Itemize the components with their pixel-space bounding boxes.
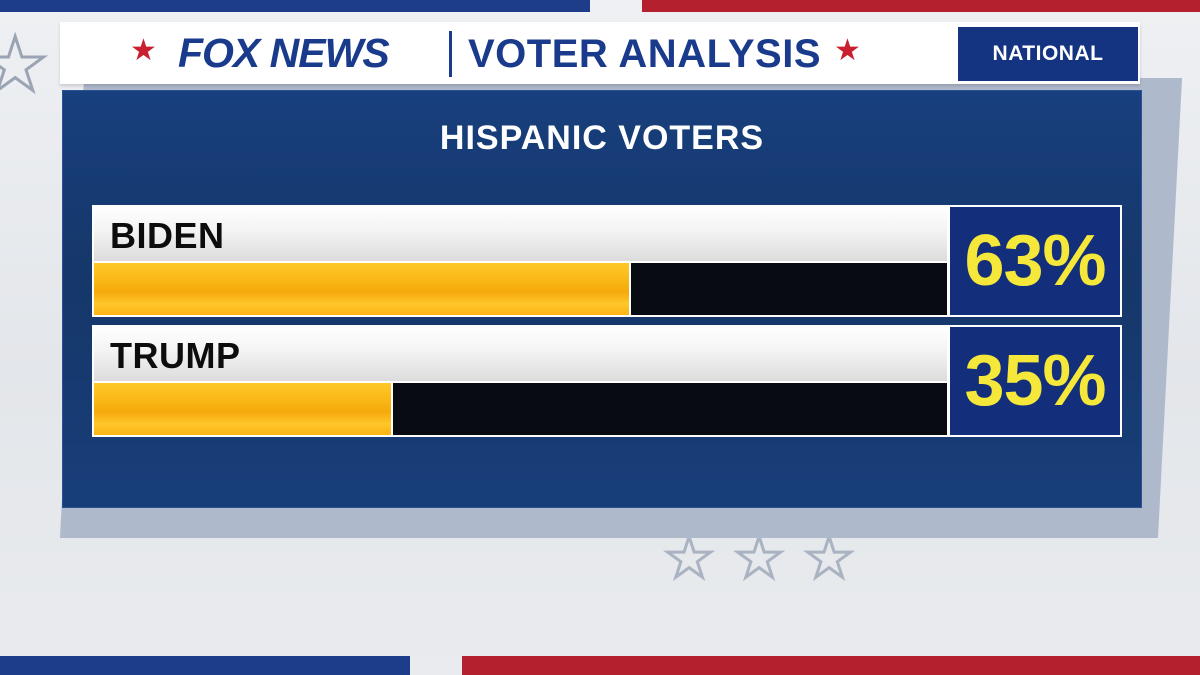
category-label-trump: TRUMP [110, 335, 241, 376]
bar-fill-biden [94, 263, 632, 315]
name-strip: BIDEN [94, 207, 947, 261]
data-label-trump: 35% [964, 341, 1106, 421]
percent-box: 63% [948, 205, 1122, 317]
bar-row-body: BIDEN [92, 205, 949, 317]
decorative-star-icon: ★ [0, 23, 50, 106]
header-bar: ★ FOX NEWS VOTER ANALYSIS ★ NATIONAL [60, 22, 1140, 84]
decorative-star-icon: ★ [662, 526, 715, 589]
bottom-red-stripe [462, 656, 1200, 675]
region-badge: NATIONAL [958, 27, 1138, 81]
star-icon: ★ [834, 34, 861, 67]
data-label-biden: 63% [964, 221, 1106, 301]
star-icon: ★ [130, 34, 157, 67]
chart-title: HISPANIC VOTERS [439, 119, 765, 157]
top-blue-stripe [0, 0, 590, 12]
name-strip: TRUMP [94, 327, 947, 381]
decorative-star-icon: ★ [732, 526, 785, 589]
header-title: VOTER ANALYSIS [468, 32, 821, 76]
top-red-stripe [642, 0, 1200, 12]
bar-track [94, 383, 947, 435]
bar-row-biden: BIDEN 63% [92, 205, 1122, 317]
bar-track [94, 263, 947, 315]
decorative-star-icon: ★ [802, 526, 855, 589]
category-label-biden: BIDEN [110, 215, 225, 256]
chart-panel: HISPANIC VOTERS BIDEN 63% TRUMP 35% [62, 90, 1142, 508]
percent-box: 35% [948, 325, 1122, 437]
header-divider [449, 31, 452, 77]
bottom-blue-stripe [0, 656, 410, 675]
bar-row-body: TRUMP [92, 325, 949, 437]
bar-fill-trump [94, 383, 393, 435]
fox-news-logo: FOX NEWS [178, 30, 390, 76]
bar-row-trump: TRUMP 35% [92, 325, 1122, 437]
